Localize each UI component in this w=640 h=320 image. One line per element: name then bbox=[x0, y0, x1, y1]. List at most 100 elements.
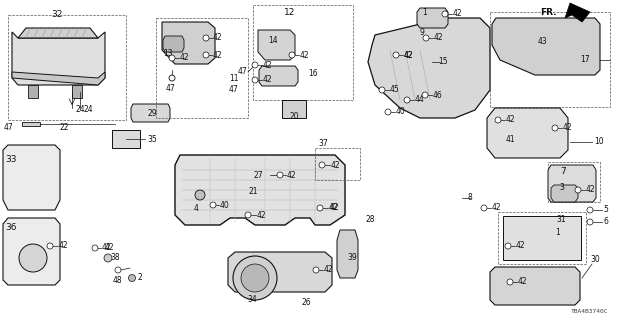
Text: 40: 40 bbox=[396, 108, 406, 116]
Polygon shape bbox=[162, 22, 215, 64]
Text: 38: 38 bbox=[110, 253, 120, 262]
Text: 2: 2 bbox=[138, 274, 143, 283]
Text: 8: 8 bbox=[468, 194, 473, 203]
Text: 42: 42 bbox=[59, 242, 68, 251]
Text: 21: 21 bbox=[248, 188, 258, 196]
Circle shape bbox=[277, 172, 283, 178]
Circle shape bbox=[422, 92, 428, 98]
Text: 42: 42 bbox=[324, 266, 333, 275]
Text: 42: 42 bbox=[563, 124, 573, 132]
Polygon shape bbox=[368, 18, 490, 118]
Text: 44: 44 bbox=[415, 95, 425, 105]
Circle shape bbox=[233, 256, 277, 300]
Circle shape bbox=[575, 187, 581, 193]
Polygon shape bbox=[12, 72, 105, 85]
Text: 39: 39 bbox=[347, 253, 356, 262]
Text: FR.: FR. bbox=[540, 8, 557, 17]
Text: 35: 35 bbox=[147, 134, 157, 143]
Text: 4: 4 bbox=[193, 204, 198, 213]
Text: 11: 11 bbox=[229, 74, 239, 83]
Text: 3: 3 bbox=[559, 183, 564, 193]
Text: 42: 42 bbox=[213, 34, 223, 43]
Text: 47: 47 bbox=[4, 123, 13, 132]
Polygon shape bbox=[548, 165, 596, 202]
Circle shape bbox=[552, 125, 558, 131]
Polygon shape bbox=[417, 8, 448, 28]
Circle shape bbox=[289, 52, 295, 58]
Polygon shape bbox=[175, 155, 345, 225]
Circle shape bbox=[385, 109, 391, 115]
Text: 40: 40 bbox=[220, 201, 230, 210]
Text: 10: 10 bbox=[594, 138, 604, 147]
Circle shape bbox=[169, 75, 175, 81]
Text: 47: 47 bbox=[238, 68, 248, 76]
Text: 42: 42 bbox=[434, 34, 444, 43]
Circle shape bbox=[379, 87, 385, 93]
Circle shape bbox=[319, 162, 325, 168]
Text: 42: 42 bbox=[453, 10, 463, 19]
Text: 34: 34 bbox=[247, 295, 257, 304]
Text: 42: 42 bbox=[300, 51, 310, 60]
Text: 15: 15 bbox=[438, 58, 447, 67]
Text: 24: 24 bbox=[84, 106, 93, 115]
Circle shape bbox=[442, 11, 448, 17]
Text: 14: 14 bbox=[268, 36, 278, 45]
Polygon shape bbox=[3, 145, 60, 210]
Text: 24: 24 bbox=[75, 106, 84, 115]
Text: 16: 16 bbox=[308, 69, 317, 78]
Circle shape bbox=[92, 245, 98, 251]
Text: 47: 47 bbox=[165, 84, 175, 93]
Text: 6: 6 bbox=[603, 218, 608, 227]
Polygon shape bbox=[259, 66, 298, 86]
Text: 42: 42 bbox=[516, 242, 525, 251]
Text: 42: 42 bbox=[586, 186, 596, 195]
Circle shape bbox=[317, 205, 323, 211]
Text: 42: 42 bbox=[105, 244, 115, 252]
Circle shape bbox=[203, 52, 209, 58]
Text: 42: 42 bbox=[180, 53, 189, 62]
Text: 42: 42 bbox=[404, 51, 413, 60]
Text: 22: 22 bbox=[60, 124, 70, 132]
Circle shape bbox=[169, 55, 175, 61]
Text: 32: 32 bbox=[51, 10, 63, 19]
Polygon shape bbox=[131, 104, 170, 122]
Polygon shape bbox=[492, 18, 600, 75]
Text: 42: 42 bbox=[213, 51, 223, 60]
Text: 41: 41 bbox=[506, 135, 516, 145]
Bar bbox=[8, 15, 126, 120]
Polygon shape bbox=[551, 185, 578, 202]
Text: 1: 1 bbox=[422, 8, 427, 17]
Polygon shape bbox=[12, 32, 105, 85]
Text: 42: 42 bbox=[257, 211, 267, 220]
Text: 45: 45 bbox=[390, 85, 400, 94]
Text: 37: 37 bbox=[318, 139, 328, 148]
Text: 20: 20 bbox=[290, 112, 300, 121]
Polygon shape bbox=[490, 267, 580, 305]
Polygon shape bbox=[487, 108, 568, 158]
Bar bbox=[112, 130, 140, 148]
Polygon shape bbox=[258, 30, 295, 60]
Circle shape bbox=[210, 202, 216, 208]
Circle shape bbox=[115, 267, 121, 273]
Text: 42: 42 bbox=[518, 277, 527, 286]
Text: 13: 13 bbox=[163, 49, 173, 58]
Text: 42: 42 bbox=[331, 161, 340, 170]
Text: 48: 48 bbox=[112, 276, 122, 285]
Text: 42: 42 bbox=[330, 204, 340, 212]
Circle shape bbox=[423, 35, 429, 41]
Polygon shape bbox=[28, 85, 38, 98]
Circle shape bbox=[587, 207, 593, 213]
Text: TBA4B3740C: TBA4B3740C bbox=[570, 309, 608, 314]
Circle shape bbox=[203, 35, 209, 41]
Bar bbox=[503, 216, 581, 260]
Text: 5: 5 bbox=[603, 205, 608, 214]
Circle shape bbox=[393, 52, 399, 58]
Polygon shape bbox=[163, 36, 184, 52]
Circle shape bbox=[404, 97, 410, 103]
Polygon shape bbox=[337, 230, 358, 278]
Text: 42: 42 bbox=[329, 204, 339, 212]
Circle shape bbox=[507, 279, 513, 285]
Text: 46: 46 bbox=[433, 91, 443, 100]
Circle shape bbox=[245, 212, 251, 218]
Text: 42: 42 bbox=[263, 60, 273, 69]
